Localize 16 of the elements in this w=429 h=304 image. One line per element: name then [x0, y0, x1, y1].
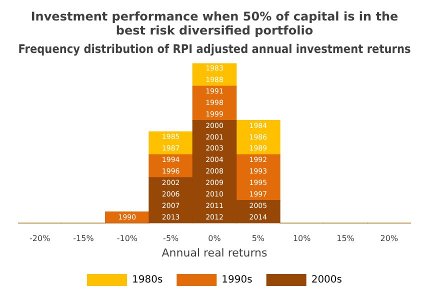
x-tick-label: -5% — [163, 234, 180, 244]
x-tick-label: 15% — [336, 234, 355, 244]
legend-label: 2000s — [311, 274, 342, 286]
x-tick-label: 5% — [252, 234, 265, 244]
legend-label: 1980s — [132, 274, 163, 286]
x-tick-label: -10% — [116, 234, 138, 244]
legend-label: 1990s — [222, 274, 252, 286]
x-tick-label: -15% — [73, 234, 94, 244]
x-tick-label: -20% — [29, 234, 51, 244]
bar — [105, 212, 150, 224]
x-tick-label: 20% — [380, 234, 398, 244]
x-tick-label: 0% — [208, 234, 222, 244]
chart-title: Investment performance when 50% of capital is in the best risk diversified portfolio — [30, 9, 398, 38]
chart-subtitle: Frequency distribution of RPI adjusted annual investment returns — [18, 42, 412, 56]
x-axis-title: Annual real returns — [162, 246, 268, 260]
x-tick-label: 10% — [292, 234, 312, 244]
